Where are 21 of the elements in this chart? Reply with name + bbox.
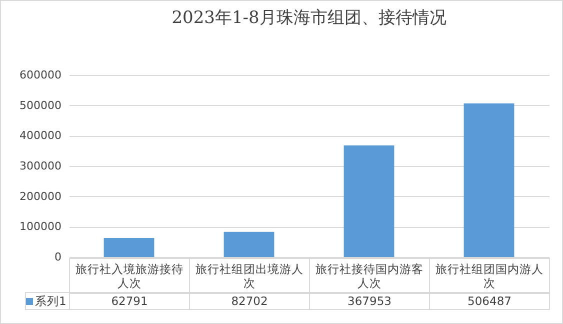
y-tick-label: 500000 <box>20 98 62 112</box>
x-tick-label: 旅行社组团出境游人次 <box>190 258 310 294</box>
x-tick-label: 旅行社接待国内游客人次 <box>310 258 430 294</box>
legend-label: 系列1 <box>26 292 70 310</box>
chart-title: 2023年1-8月珠海市组团、接待情况 <box>172 8 446 28</box>
y-tick-label: 600000 <box>20 68 62 82</box>
y-tick-label: 200000 <box>20 190 62 203</box>
x-tick-label: 旅行社入境旅游接待人次 <box>70 258 190 294</box>
bar <box>104 238 154 257</box>
y-tick-label: 400000 <box>20 129 62 142</box>
data-label: 506487 <box>430 292 550 310</box>
y-tick-label: 100000 <box>20 220 62 234</box>
bar <box>224 232 274 257</box>
data-label: 367953 <box>310 292 430 310</box>
bar <box>344 145 394 257</box>
y-tick-label: 0 <box>54 250 62 264</box>
bar <box>464 103 514 257</box>
x-tick-label: 旅行社组团国内游人次 <box>430 258 550 294</box>
y-tick-label: 300000 <box>20 160 62 172</box>
data-label: 62791 <box>70 292 190 310</box>
data-label: 82702 <box>190 292 310 310</box>
